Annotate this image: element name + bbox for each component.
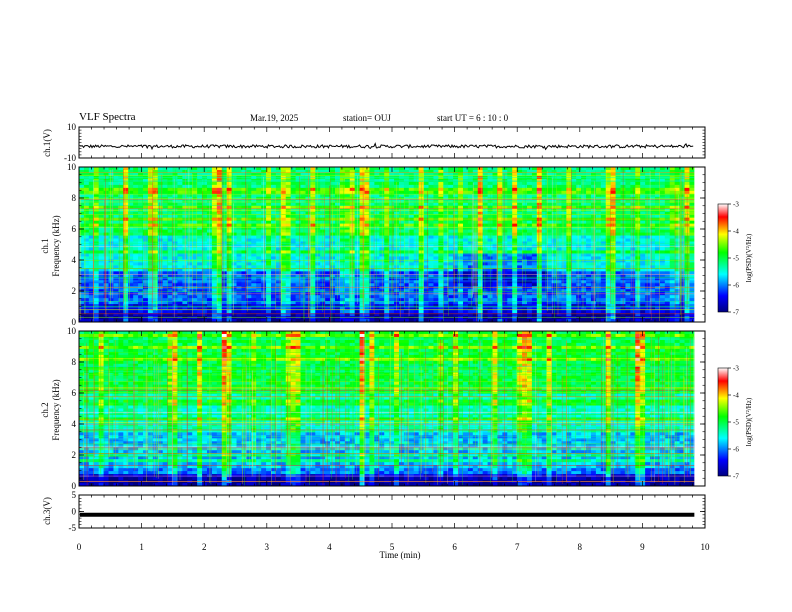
time-tick-label: 3 — [265, 542, 270, 552]
ch1-waveform-line — [79, 142, 694, 151]
station-label: station= OUJ — [343, 113, 391, 123]
ch1-waveform-panel: 10 -10 ch.1(V) — [42, 122, 706, 163]
ch2-spectrogram-ytick-label: 10 — [67, 326, 77, 336]
time-tick-label: 4 — [327, 542, 332, 552]
ch1-colorbar-label: log(PSD)(V²/Hz) — [745, 233, 753, 282]
ch2-spectrogram-colorbar-tick: -7 — [733, 473, 739, 481]
ch3-waveform-ytick-label: 5 — [72, 490, 77, 500]
ch2-spectrogram-ytick-label: 6 — [72, 388, 77, 398]
time-tick-label: 2 — [202, 542, 207, 552]
time-tick-label: 10 — [701, 542, 711, 552]
ch3-waveform-panel: 50-50 1 2 3 4 5 6 7 8 9 10 ch.3(V) Time (min) — [42, 490, 710, 560]
ch2-frequency-axis-label: Frequency (kHz) — [51, 379, 61, 440]
ch1-spectrogram-ytick-label: 0 — [72, 317, 77, 327]
ch2-heatmap — [79, 331, 705, 487]
ch2-spectrogram-ytick-label: 8 — [72, 357, 77, 367]
ch1-spectrogram-ytick-label: 2 — [72, 286, 77, 296]
ch3-waveform-ytick-label: 0 — [72, 507, 77, 517]
ch1-frequency-axis-label: Frequency (kHz) — [51, 215, 61, 276]
ch1-waveform-ytick-label: -10 — [64, 153, 76, 163]
time-tick-label: 0 — [77, 542, 82, 552]
start-time-label: start UT = 6 : 10 : 0 — [437, 113, 509, 123]
chart-title: VLF Spectra — [79, 111, 136, 123]
ch1-spectrogram-colorbar-tick: -7 — [733, 309, 739, 317]
ch2-spectrogram-colorbar-tick: -6 — [733, 446, 739, 454]
ch2-spectrogram-channel-label: ch.2 — [40, 402, 50, 417]
ch2-spectrogram-colorbar-tick: -3 — [733, 365, 739, 373]
time-tick-label: 6 — [452, 542, 457, 552]
time-axis-label: Time (min) — [380, 550, 421, 560]
ch1-spectrogram-ytick-label: 8 — [72, 193, 77, 203]
ch2-spectrogram-ytick-label: 2 — [72, 450, 77, 460]
time-tick-label: 8 — [578, 542, 583, 552]
time-tick-label: 5 — [390, 542, 395, 552]
time-tick-label: 1 — [139, 542, 144, 552]
ch1-spectrogram-colorbar-tick: -3 — [733, 201, 739, 209]
time-tick-label: 9 — [640, 542, 645, 552]
ch1-axis-label: ch.1(V) — [42, 129, 52, 157]
ch1-spectrogram-colorbar-tick: -6 — [733, 282, 739, 290]
ch1-colorbar — [717, 203, 729, 313]
ch1-spectrogram-channel-label: ch.1 — [40, 238, 50, 253]
ch1-spectrogram-colorbar-tick: -5 — [733, 255, 739, 263]
ch1-spectrogram-ytick-label: 4 — [72, 255, 77, 265]
ch2-spectrogram-colorbar-tick: -5 — [733, 419, 739, 427]
ch1-spectrogram-ytick-label: 6 — [72, 224, 77, 234]
ch2-spectrogram-colorbar-tick: -4 — [733, 392, 739, 400]
ch2-spectrogram-ytick-label: 0 — [72, 481, 77, 491]
ch2-colorbar — [717, 367, 729, 477]
ch2-spectrogram-ytick-label: 4 — [72, 419, 77, 429]
ch1-spectrogram-colorbar-tick: -4 — [733, 228, 739, 236]
ch1-heatmap — [79, 167, 705, 323]
ch3-waveform-ytick-label: -5 — [69, 523, 77, 533]
recording-date: Mar.19, 2025 — [250, 113, 299, 123]
ch3-axis-label: ch.3(V) — [42, 497, 52, 525]
ch2-colorbar-label: log(PSD)(V²/Hz) — [745, 397, 753, 446]
time-tick-label: 7 — [515, 542, 520, 552]
ch1-spectrogram-ytick-label: 10 — [67, 162, 77, 172]
ch1-waveform-ytick-label: 10 — [67, 122, 77, 132]
